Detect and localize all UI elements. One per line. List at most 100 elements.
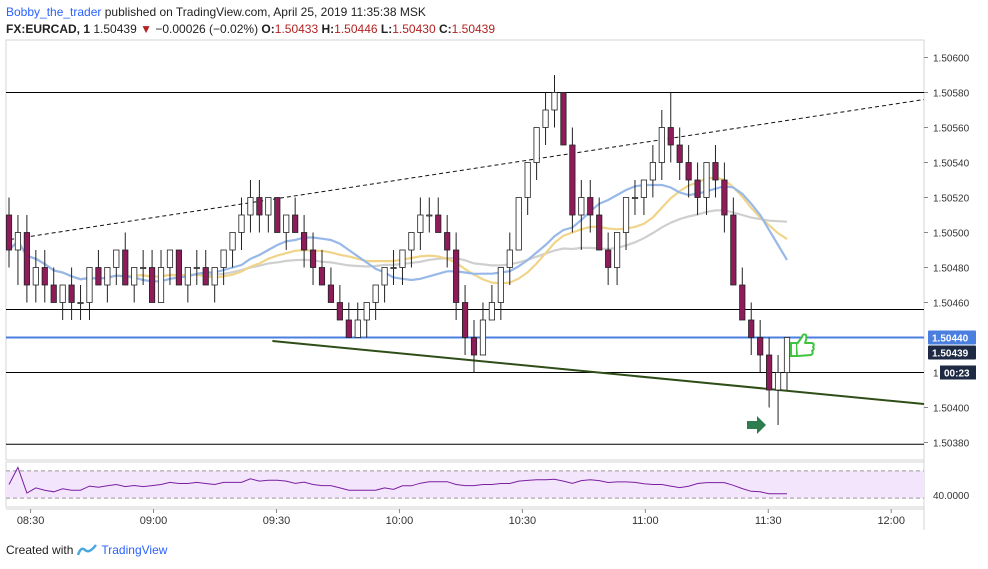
candle-body xyxy=(247,197,254,216)
y-tick-label: 1.50480 xyxy=(933,264,970,275)
y-tick-label: 1.50560 xyxy=(933,124,970,135)
close-label: C: xyxy=(438,22,452,36)
candle-body xyxy=(614,232,621,268)
candle-body xyxy=(5,214,13,251)
current-price-label: 1.50440 xyxy=(932,334,969,345)
candle-body xyxy=(408,232,415,251)
candle-body xyxy=(50,284,57,303)
candle-body xyxy=(596,214,603,251)
candle-body xyxy=(345,319,352,338)
rsi-value-label: 40.0000 xyxy=(933,491,970,502)
candle-body xyxy=(578,197,585,216)
candle-body xyxy=(435,214,442,233)
candle-body xyxy=(256,197,263,216)
candle-body xyxy=(274,197,281,233)
candle-body xyxy=(148,267,156,303)
candle-body xyxy=(739,284,746,321)
candle-body xyxy=(95,267,102,286)
candle-body xyxy=(68,284,75,303)
candle-body xyxy=(676,144,683,163)
candle-body xyxy=(193,267,200,269)
candle-body xyxy=(748,319,755,338)
candle-body xyxy=(479,319,487,356)
candle-body xyxy=(309,249,317,268)
x-tick-label: 09:00 xyxy=(140,515,168,527)
candle-body xyxy=(649,162,656,181)
candle-body xyxy=(587,197,594,216)
open-label: O: xyxy=(261,22,275,36)
candle-body xyxy=(694,179,701,198)
candle-body xyxy=(721,179,728,216)
close-value: 1.50439 xyxy=(451,22,496,36)
candle-body xyxy=(77,302,84,304)
candle-body xyxy=(560,92,567,146)
ma-gold-line xyxy=(8,176,788,285)
ma-blue-line xyxy=(8,183,788,283)
candle-body xyxy=(766,354,773,391)
author-link[interactable]: Bobby_the_trader xyxy=(6,5,102,19)
low-label: L: xyxy=(380,22,393,36)
candle-body xyxy=(184,267,191,286)
high-label: H: xyxy=(321,22,335,36)
publish-info: Bobby_the_trader published on TradingVie… xyxy=(6,4,426,20)
candle-body xyxy=(417,214,424,233)
tradingview-brand-link[interactable]: TradingView xyxy=(101,543,168,557)
created-with-text: Created with xyxy=(6,543,74,557)
y-tick-label: 1.50400 xyxy=(933,404,970,415)
candle-body xyxy=(515,197,522,251)
symbol-label[interactable]: FX:EURCAD, 1 xyxy=(6,22,91,36)
low-value: 1.50430 xyxy=(392,22,436,36)
last-price: 1.50439 xyxy=(93,22,137,36)
candle-body xyxy=(122,249,129,286)
high-value: 1.50446 xyxy=(334,22,378,36)
candle-body xyxy=(488,302,495,321)
candle-body xyxy=(336,302,343,321)
countdown-label: 00:23 xyxy=(944,369,970,380)
candle-body xyxy=(104,267,111,286)
y-tick-label: 1.50500 xyxy=(933,229,970,240)
candle-body xyxy=(220,249,227,268)
candle-body xyxy=(14,232,22,251)
candle-body xyxy=(524,162,531,198)
candle-body xyxy=(399,249,406,268)
x-tick-label: 09:30 xyxy=(263,515,291,527)
trend-line-green-support xyxy=(272,340,925,405)
x-tick-label: 11:30 xyxy=(755,515,782,527)
candle-body xyxy=(605,249,612,268)
candle-body xyxy=(569,144,576,216)
down-arrow-icon: ▼ xyxy=(140,22,152,36)
rsi-line xyxy=(8,466,787,495)
candle-body xyxy=(497,267,504,303)
candle-body xyxy=(658,127,665,163)
candle-body xyxy=(703,162,710,198)
candle-body xyxy=(783,337,791,373)
candle-body xyxy=(283,214,290,233)
candle-body xyxy=(363,302,370,321)
price-change: −0.00026 (−0.02%) xyxy=(155,22,259,36)
candle-body xyxy=(41,267,48,286)
candle-body xyxy=(390,267,397,269)
candle-body xyxy=(354,319,361,338)
candle-body xyxy=(32,267,39,286)
main-pane-border xyxy=(5,39,925,461)
candle-body xyxy=(444,232,451,251)
x-tick-label: 10:00 xyxy=(386,515,414,527)
x-tick-label: 11:00 xyxy=(632,515,659,527)
published-text: published on TradingView.com, April 25, … xyxy=(104,5,426,19)
ticker-info: FX:EURCAD, 1 1.50439 ▼ −0.00026 (−0.02%)… xyxy=(6,21,495,37)
y-tick-label: 1.50580 xyxy=(933,89,970,100)
candle-body xyxy=(86,267,93,303)
candle-body xyxy=(131,267,138,286)
last-price-label: 1.50439 xyxy=(932,349,969,360)
x-tick-label: 08:30 xyxy=(17,515,45,527)
candle-body xyxy=(774,372,782,391)
candle-body xyxy=(381,267,388,286)
thumbs-up-icon xyxy=(790,333,815,357)
countdown-label-bg xyxy=(940,365,976,380)
candle-body xyxy=(667,127,674,146)
candle-body xyxy=(211,267,218,286)
y-tick-label: 1.50540 xyxy=(933,159,970,170)
candle-body xyxy=(631,197,639,199)
candle-body xyxy=(157,267,165,303)
